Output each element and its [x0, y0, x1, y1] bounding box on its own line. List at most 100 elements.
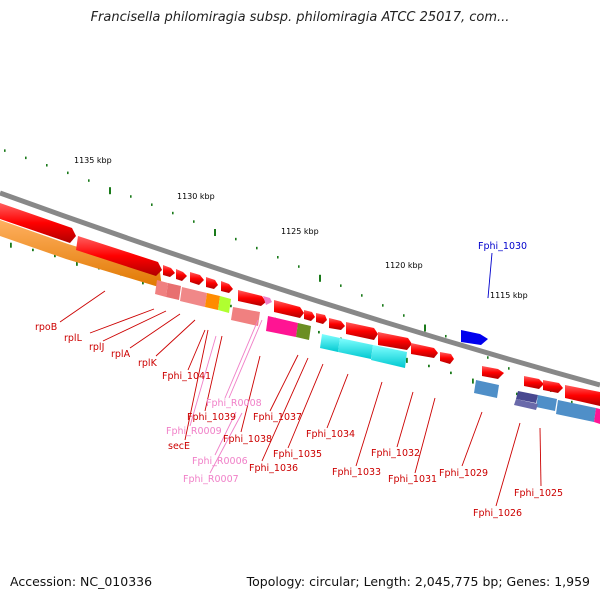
gene-fphi-1036[interactable]: [266, 316, 298, 337]
ruler-tick: [319, 274, 321, 282]
gene-rplK[interactable]: [206, 277, 218, 289]
leader-line: [89, 308, 155, 334]
gene-label-secE[interactable]: secE: [168, 441, 190, 452]
ruler-tick-inner: [318, 330, 320, 334]
ruler-label-1130: 1130 kbp: [177, 192, 215, 201]
gene-secE[interactable]: [205, 293, 220, 310]
gene-magenta-edge[interactable]: [594, 408, 600, 424]
gene-fphi-r0008[interactable]: [263, 296, 272, 305]
ruler-tick-inner: [428, 364, 430, 368]
gene-fphi-1034[interactable]: [329, 318, 345, 330]
ruler-tick: [256, 246, 258, 250]
gene-rpoB-block[interactable]: [0, 203, 76, 243]
gene-fphi-1024[interactable]: [565, 385, 600, 406]
leader-line: [102, 310, 167, 342]
gene-slate-1[interactable]: [516, 391, 538, 403]
gene-fphi-1032[interactable]: [378, 332, 412, 350]
gene-label-fphi-1032[interactable]: Fphi_1032: [371, 448, 420, 459]
ruler-tick: [67, 171, 69, 175]
gene-label-fphi-1038[interactable]: Fphi_1038: [223, 434, 272, 445]
ruler-tick: [172, 211, 174, 215]
gene-label-fphi-r0008[interactable]: Fphi_R0008: [206, 398, 262, 409]
gene-label-fphi-1036[interactable]: Fphi_1036: [249, 463, 298, 474]
leader-line: [228, 319, 263, 399]
gene-fphi-1029-a[interactable]: [440, 352, 454, 364]
ruler-tick-inner: [472, 378, 474, 384]
gene-green-small[interactable]: [218, 296, 231, 313]
leader-line: [189, 335, 217, 427]
gene-label-rplJ[interactable]: rplJ: [89, 342, 104, 353]
ruler-tick-inner: [32, 248, 34, 252]
gene-label-fphi-1033[interactable]: Fphi_1033: [332, 467, 381, 478]
gene-rplJ[interactable]: [176, 269, 187, 281]
gene-steel-2[interactable]: [536, 395, 557, 411]
leader-line: [214, 411, 237, 456]
ruler-tick: [298, 265, 300, 268]
gene-fphi-1026b[interactable]: [524, 376, 544, 389]
gene-label-fphi-1041[interactable]: Fphi_1041: [162, 371, 211, 382]
gene-label-fphi-1037[interactable]: Fphi_1037: [253, 412, 302, 423]
gene-fphi-1037[interactable]: [274, 300, 304, 318]
gene-rrna-1[interactable]: [155, 280, 168, 297]
gene-olive[interactable]: [296, 323, 311, 340]
ruler-tick-inner: [76, 260, 78, 266]
label-leader-lines: [59, 252, 542, 507]
gene-fphi-1039[interactable]: [238, 290, 266, 306]
gene-label-fphi-r0009[interactable]: Fphi_R0009: [166, 426, 222, 437]
gene-fphi-1036b[interactable]: [316, 313, 327, 324]
gene-fphi-1029[interactable]: [482, 366, 504, 379]
leader-line: [287, 363, 324, 449]
gene-label-fphi-r0007[interactable]: Fphi_R0007: [183, 474, 239, 485]
leader-line: [187, 329, 206, 371]
gene-label-rpoB[interactable]: rpoB: [35, 322, 57, 333]
gene-cyan-2[interactable]: [338, 338, 373, 359]
ruler-tick: [424, 324, 426, 332]
gene-fphi-1030[interactable]: [461, 330, 488, 345]
gene-label-rplL[interactable]: rplL: [64, 333, 83, 344]
gene-label-fphi-1034[interactable]: Fphi_1034: [306, 429, 355, 440]
ruler-tick: [235, 237, 237, 241]
ruler-tick-inner: [230, 304, 232, 308]
gene-label-fphi-1026[interactable]: Fphi_1026: [473, 508, 522, 519]
gene-steel-1[interactable]: [474, 380, 499, 398]
gene-fphi-1038[interactable]: [231, 307, 260, 326]
gene-rpoB[interactable]: [76, 236, 162, 276]
leader-line: [495, 422, 521, 507]
gene-label-fphi-1029[interactable]: Fphi_1029: [439, 468, 488, 479]
gene-label-fphi-1035[interactable]: Fphi_1035: [273, 449, 322, 460]
gene-slate-2[interactable]: [514, 399, 538, 410]
gene-label-fphi-1025[interactable]: Fphi_1025: [514, 488, 563, 499]
ruler-tick: [109, 187, 111, 195]
gene-fphi-1025b[interactable]: [543, 380, 563, 393]
leader-line: [224, 319, 259, 399]
gene-rrna-3[interactable]: [180, 287, 207, 307]
ruler-tick: [277, 255, 279, 259]
gene-label-rplA[interactable]: rplA: [111, 349, 131, 360]
ruler-tick: [508, 367, 510, 370]
gene-cyan-1[interactable]: [320, 334, 340, 352]
leader-line: [209, 412, 243, 474]
leader-line: [461, 411, 483, 467]
ruler-tick: [340, 284, 342, 287]
gene-fphi-1035[interactable]: [304, 310, 315, 321]
gene-label-fphi-1039[interactable]: Fphi_1039: [187, 412, 236, 423]
gene-orange-block[interactable]: [0, 220, 162, 288]
gene-fphi-1041[interactable]: [221, 281, 233, 293]
leader-line: [487, 252, 493, 299]
gene-cyan-3[interactable]: [371, 345, 407, 368]
gene-rplL[interactable]: [163, 265, 175, 277]
ruler-label-group: 1135 kbp 1130 kbp 1125 kbp 1120 kbp 1115…: [74, 156, 528, 300]
ruler-label-1125: 1125 kbp: [281, 227, 319, 236]
gene-fphi-1033[interactable]: [346, 322, 378, 340]
leader-line: [155, 319, 196, 357]
gene-label-fphi-1030[interactable]: Fphi_1030: [478, 241, 527, 252]
gene-fphi-1031[interactable]: [411, 343, 438, 358]
ruler-tick: [214, 229, 216, 237]
gene-label-fphi-r0006[interactable]: Fphi_R0006: [192, 456, 248, 467]
gene-label-rplK[interactable]: rplK: [138, 358, 158, 369]
gene-rplA[interactable]: [190, 272, 204, 285]
gene-rrna-2[interactable]: [166, 283, 181, 300]
gene-steel-3[interactable]: [556, 400, 596, 422]
gene-label-fphi-1031[interactable]: Fphi_1031: [388, 474, 437, 485]
